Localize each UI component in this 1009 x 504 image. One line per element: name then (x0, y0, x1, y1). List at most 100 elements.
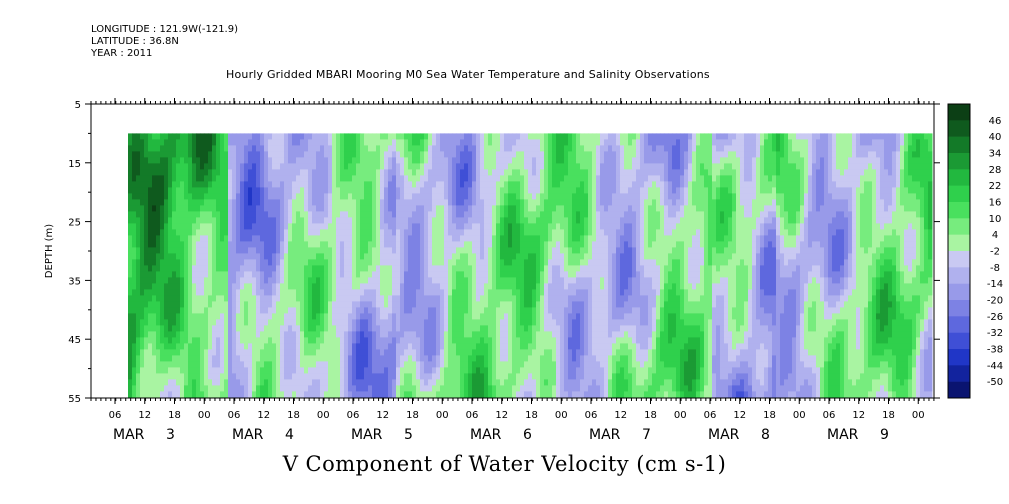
heatmap-cell (320, 187, 325, 194)
heatmap-cell (452, 205, 457, 212)
heatmap-cell (504, 187, 509, 194)
heatmap-cell (268, 211, 273, 218)
heatmap-cell (248, 301, 253, 308)
heatmap-cell (500, 193, 505, 200)
heatmap-cell (220, 283, 225, 290)
heatmap-cell (256, 217, 261, 224)
heatmap-cell (340, 361, 345, 368)
heatmap-cell (156, 379, 161, 386)
heatmap-cell (264, 181, 269, 188)
heatmap-cell (508, 175, 513, 182)
heatmap-cell (328, 307, 333, 314)
heatmap-cell (248, 379, 253, 386)
heatmap-cell (344, 199, 349, 206)
heatmap-cell (268, 139, 273, 146)
heatmap-cell (440, 217, 445, 224)
heatmap-cell (196, 319, 201, 326)
heatmap-cell (568, 307, 573, 314)
heatmap-cell (364, 217, 369, 224)
heatmap-cell (304, 193, 309, 200)
heatmap-cell (140, 241, 145, 248)
heatmap-cell (288, 271, 293, 278)
heatmap-cell (344, 235, 349, 242)
heatmap-cell (404, 229, 409, 236)
heatmap-cell (252, 139, 257, 146)
heatmap-cell (148, 283, 153, 290)
heatmap-cell (432, 199, 437, 206)
heatmap-cell (260, 139, 265, 146)
heatmap-cell (296, 289, 301, 296)
heatmap-cell (416, 247, 421, 254)
heatmap-cell (568, 241, 573, 248)
heatmap-cell (424, 319, 429, 326)
heatmap-cell (528, 337, 533, 344)
heatmap-cell (132, 349, 137, 356)
heatmap-cell (380, 307, 385, 314)
heatmap-cell (216, 193, 221, 200)
heatmap-cell (376, 217, 381, 224)
heatmap-cell (308, 289, 313, 296)
heatmap-cell (344, 133, 349, 140)
heatmap-cell (496, 265, 501, 272)
heatmap-cell (436, 271, 441, 278)
heatmap-cell (280, 331, 285, 338)
heatmap-cell (212, 289, 217, 296)
heatmap-cell (472, 343, 477, 350)
heatmap-cell (520, 241, 525, 248)
heatmap-cell (320, 313, 325, 320)
heatmap-cell (272, 313, 277, 320)
heatmap-cell (156, 355, 161, 362)
heatmap-cell (568, 277, 573, 284)
heatmap-cell (392, 283, 397, 290)
heatmap-cell (192, 199, 197, 206)
heatmap-cell (344, 355, 349, 362)
heatmap-cell (516, 169, 521, 176)
heatmap-cell (480, 349, 485, 356)
heatmap-cell (540, 283, 545, 290)
heatmap-cell (284, 367, 289, 374)
heatmap-cell (168, 217, 173, 224)
heatmap-cell (144, 349, 149, 356)
heatmap-cell (196, 343, 201, 350)
heatmap-cell (196, 367, 201, 374)
heatmap-cell (148, 277, 153, 284)
heatmap-cell (440, 313, 445, 320)
heatmap-cell (400, 235, 405, 242)
heatmap-cell (520, 175, 525, 182)
heatmap-cell (388, 391, 393, 398)
heatmap-cell (460, 217, 465, 224)
heatmap-cell (368, 337, 373, 344)
heatmap-cell (528, 259, 533, 266)
heatmap-cell (384, 391, 389, 398)
heatmap-cell (144, 271, 149, 278)
heatmap-cell (492, 247, 497, 254)
heatmap-cell (352, 307, 357, 314)
heatmap-cell (172, 151, 177, 158)
heatmap-cell (372, 193, 377, 200)
heatmap-cell (204, 145, 209, 152)
heatmap-cell (304, 175, 309, 182)
heatmap-cell (180, 265, 185, 272)
heatmap-cell (184, 379, 189, 386)
heatmap-cell (428, 163, 433, 170)
heatmap-cell (308, 193, 313, 200)
heatmap-cell (312, 373, 317, 380)
heatmap-cell (164, 211, 169, 218)
heatmap-cell (316, 205, 321, 212)
heatmap-cell (376, 163, 381, 170)
heatmap-cell (472, 235, 477, 242)
heatmap-cell (496, 145, 501, 152)
heatmap-cell (468, 253, 473, 260)
heatmap-cell (408, 337, 413, 344)
heatmap-cell (272, 193, 277, 200)
heatmap-cell (392, 337, 397, 344)
heatmap-cell (420, 163, 425, 170)
heatmap-cell (568, 139, 573, 146)
heatmap-cell (364, 319, 369, 326)
heatmap-cell (144, 373, 149, 380)
heatmap-cell (284, 181, 289, 188)
heatmap-cell (484, 271, 489, 278)
heatmap-cell (164, 175, 169, 182)
heatmap-cell (288, 349, 293, 356)
heatmap-cell (548, 151, 553, 158)
